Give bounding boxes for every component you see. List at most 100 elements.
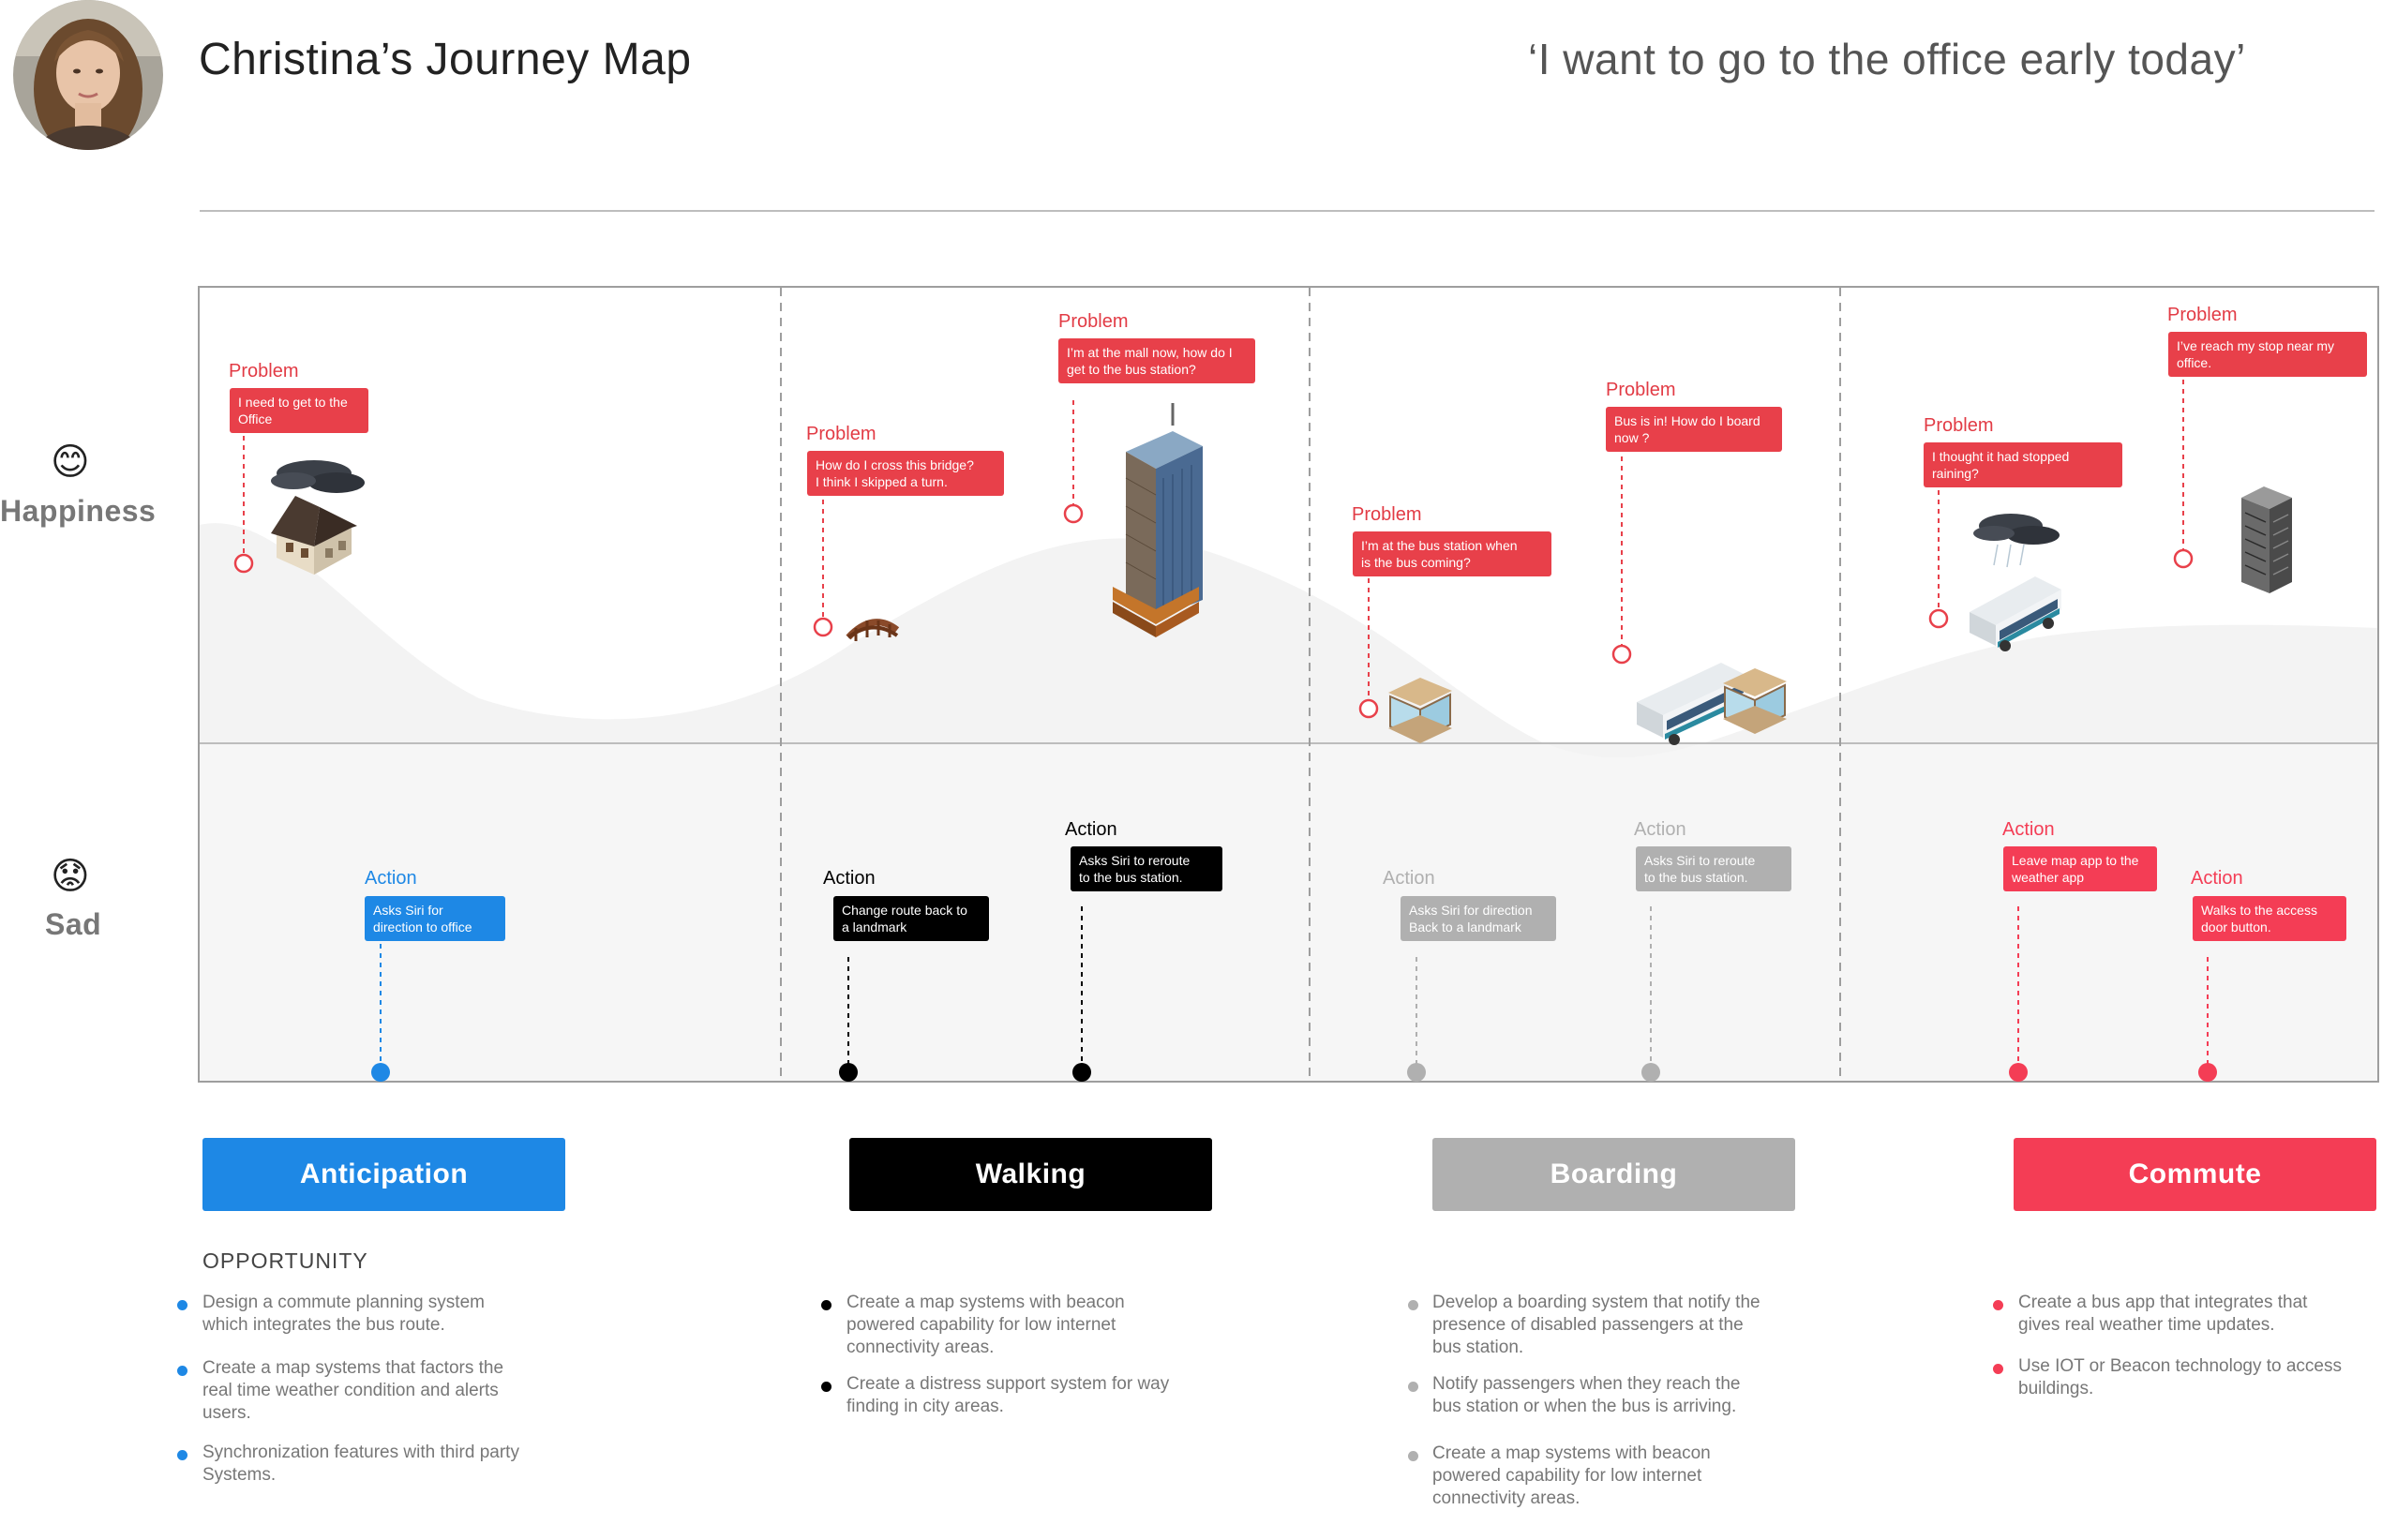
- bullet-dot: [821, 1300, 831, 1310]
- opportunity-item: Create a map systems with beacon powered …: [1432, 1443, 1711, 1508]
- problem-callout: I’ve reach my stop near my office.: [2168, 332, 2367, 377]
- callout-line: to the bus station.: [1644, 870, 1748, 885]
- action-label: Action: [1383, 868, 1435, 889]
- problem-point: [2173, 548, 2194, 569]
- opportunity-item: Use IOT or Beacon technology to access bu…: [2018, 1356, 2342, 1398]
- callout-line: now ?: [1614, 430, 1650, 445]
- page-title: Christina’s Journey Map: [199, 35, 692, 84]
- smiley-face-icon: 😊: [51, 441, 90, 483]
- opportunity-item: Synchronization features with third part…: [202, 1443, 519, 1485]
- callout-line: How do I cross this bridge?: [816, 457, 974, 472]
- persona-quote: ‘I want to go to the office early today’: [1528, 35, 2246, 83]
- action-point: [2198, 1063, 2217, 1082]
- problem-label: Problem: [806, 424, 876, 444]
- problem-callout: How do I cross this bridge? I think I sk…: [807, 451, 1004, 496]
- problem-label: Problem: [229, 361, 299, 381]
- callout-line: Asks Siri for: [373, 903, 443, 918]
- opportunity-item: Create a distress support system for way…: [846, 1374, 1170, 1416]
- action-callout: Asks Siri for direction to office: [365, 896, 505, 941]
- bullet-dot: [821, 1382, 831, 1392]
- opportunity-item: Develop a boarding system that notify th…: [1432, 1293, 1760, 1357]
- action-label: Action: [1065, 819, 1117, 840]
- callout-line: office.: [2177, 355, 2212, 370]
- header-divider: [200, 210, 2375, 212]
- phase-anticipation[interactable]: Anticipation: [202, 1138, 565, 1211]
- action-callout: Change route back to a landmark: [833, 896, 989, 941]
- sad-zone: [200, 743, 2377, 1081]
- sad-face-icon: 😟: [51, 856, 90, 897]
- callout-line: Change route back to: [842, 903, 967, 918]
- callout-line: I thought it had stopped: [1932, 449, 2070, 464]
- phase-walking[interactable]: Walking: [849, 1138, 1212, 1211]
- opportunity-item: Create a map systems that factors the rea…: [202, 1358, 504, 1423]
- callout-line: Asks Siri to reroute: [1644, 853, 1756, 868]
- action-label: Action: [823, 868, 876, 889]
- portrait-image: [13, 0, 163, 150]
- callout-line: Leave map app to the: [2012, 853, 2139, 868]
- mall-tower-icon: [1113, 403, 1203, 637]
- opportunity-item: Create a bus app that integrates that giv…: [2018, 1293, 2308, 1335]
- opportunity-item: Design a commute planning system which in…: [202, 1293, 485, 1335]
- problem-point: [233, 553, 254, 574]
- problem-callout: I’m at the mall now, how do I get to the…: [1058, 338, 1255, 383]
- opportunity-item: Create a map systems with beacon powered …: [846, 1293, 1125, 1357]
- action-label: Action: [365, 868, 417, 889]
- phase-commute[interactable]: Commute: [2014, 1138, 2376, 1211]
- callout-line: Asks Siri to reroute: [1079, 853, 1191, 868]
- bullet-dot: [177, 1366, 187, 1376]
- action-callout: Walks to the access door button.: [2193, 896, 2346, 941]
- callout-line: a landmark: [842, 920, 907, 934]
- opportunity-heading: OPPORTUNITY: [202, 1248, 368, 1273]
- sad-axis-label: Sad: [45, 907, 102, 941]
- action-callout: Asks Siri to reroute to the bus station.: [1071, 846, 1222, 891]
- action-point: [839, 1063, 858, 1082]
- emotion-curve-area: [200, 523, 2377, 758]
- action-label: Action: [2191, 868, 2243, 889]
- callout-line: Walks to the access: [2201, 903, 2317, 918]
- problem-label: Problem: [1352, 504, 1422, 525]
- callout-line: Office: [238, 411, 273, 426]
- rainy-bus-icon: [1970, 514, 2061, 651]
- bridge-icon: [846, 619, 900, 641]
- action-label: Action: [2002, 819, 2055, 840]
- callout-line: is the bus coming?: [1361, 555, 1471, 570]
- happiness-axis-label: Happiness: [0, 494, 157, 528]
- phase-boarding[interactable]: Boarding: [1432, 1138, 1795, 1211]
- callout-line: I think I skipped a turn.: [816, 474, 948, 489]
- callout-line: weather app: [2012, 870, 2085, 885]
- problem-label: Problem: [2167, 305, 2238, 325]
- avatar: [13, 0, 163, 150]
- bullet-dot: [1993, 1300, 2003, 1310]
- callout-line: to the bus station.: [1079, 870, 1183, 885]
- action-label: Action: [1634, 819, 1686, 840]
- callout-line: I’m at the bus station when: [1361, 538, 1518, 553]
- problem-label: Problem: [1058, 311, 1129, 332]
- callout-line: raining?: [1932, 466, 1979, 481]
- bullet-dot: [1993, 1364, 2003, 1374]
- problem-label: Problem: [1924, 415, 1994, 436]
- bullet-dot: [1408, 1382, 1418, 1392]
- problem-callout: I’m at the bus station when is the bus c…: [1353, 531, 1551, 576]
- bullet-dot: [1408, 1451, 1418, 1461]
- bullet-dot: [1408, 1300, 1418, 1310]
- problem-callout: I need to get to the Office: [230, 388, 368, 433]
- callout-line: direction to office: [373, 920, 472, 934]
- callout-line: I’ve reach my stop near my: [2177, 338, 2335, 353]
- callout-line: I’m at the mall now, how do I: [1067, 345, 1233, 360]
- problem-point: [1611, 644, 1632, 665]
- bus-shelter-icon: [1388, 678, 1452, 743]
- action-callout: Asks Siri for direction Back to a landma…: [1401, 896, 1556, 941]
- callout-line: door button.: [2201, 920, 2271, 934]
- problem-callout: I thought it had stopped raining?: [1924, 442, 2122, 487]
- problem-point: [1928, 608, 1949, 629]
- action-point: [371, 1063, 390, 1082]
- action-point: [2009, 1063, 2028, 1082]
- problem-callout: Bus is in! How do I board now ?: [1606, 407, 1782, 452]
- opportunity-item: Notify passengers when they reach the bus…: [1432, 1374, 1741, 1416]
- problem-point: [813, 617, 833, 637]
- action-point: [1641, 1063, 1660, 1082]
- callout-line: get to the bus station?: [1067, 362, 1196, 377]
- problem-label: Problem: [1606, 380, 1676, 400]
- bus-icon: [1637, 663, 1787, 745]
- house-icon: [271, 460, 365, 575]
